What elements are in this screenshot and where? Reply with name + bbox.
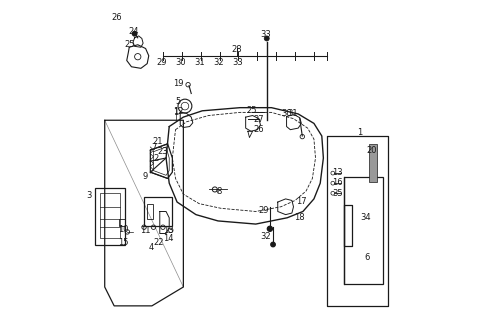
- Text: 23: 23: [157, 147, 168, 156]
- Text: 33: 33: [261, 30, 271, 39]
- Text: 13: 13: [332, 168, 343, 177]
- Text: 13: 13: [163, 227, 174, 235]
- Text: 29: 29: [157, 58, 167, 68]
- Text: 30: 30: [281, 109, 292, 118]
- Text: 24: 24: [129, 27, 139, 36]
- Bar: [369, 144, 377, 182]
- Text: 1: 1: [357, 128, 362, 137]
- Text: 26: 26: [253, 125, 264, 134]
- Text: 31: 31: [288, 109, 298, 118]
- Text: 29: 29: [258, 206, 269, 216]
- Text: 2: 2: [153, 155, 158, 163]
- Text: 26: 26: [111, 13, 122, 22]
- Bar: [344, 177, 383, 284]
- Text: 10: 10: [119, 225, 129, 234]
- Circle shape: [267, 226, 273, 231]
- Bar: [144, 197, 172, 226]
- Bar: [147, 204, 154, 219]
- Text: 12: 12: [173, 107, 183, 116]
- Bar: [119, 219, 125, 226]
- Bar: [100, 193, 120, 238]
- Circle shape: [271, 242, 275, 247]
- Text: 25: 25: [124, 40, 134, 49]
- Text: 6: 6: [365, 252, 370, 262]
- Text: 31: 31: [194, 58, 205, 68]
- Text: 25: 25: [247, 106, 257, 115]
- Text: 30: 30: [176, 58, 186, 68]
- Circle shape: [132, 32, 137, 36]
- Text: 8: 8: [216, 187, 222, 197]
- Text: 27: 27: [253, 115, 264, 124]
- Text: 9: 9: [143, 172, 148, 181]
- Circle shape: [264, 36, 269, 41]
- Text: 32: 32: [260, 232, 271, 240]
- Text: 28: 28: [231, 45, 242, 54]
- Text: 34: 34: [360, 213, 371, 222]
- Text: 21: 21: [152, 137, 163, 145]
- Text: 19: 19: [173, 79, 183, 88]
- Text: 17: 17: [296, 197, 307, 206]
- Text: 14: 14: [163, 234, 173, 243]
- Text: 20: 20: [367, 146, 377, 155]
- Text: 18: 18: [294, 213, 305, 222]
- Text: 4: 4: [149, 243, 154, 252]
- Text: 16: 16: [332, 178, 343, 187]
- Text: 33: 33: [232, 58, 243, 68]
- Text: 32: 32: [213, 58, 224, 68]
- Text: 22: 22: [153, 239, 164, 247]
- Text: 7: 7: [152, 143, 157, 152]
- Text: 15: 15: [118, 239, 128, 247]
- Text: 35: 35: [332, 189, 343, 198]
- Text: 3: 3: [86, 191, 92, 200]
- Text: 1: 1: [173, 108, 179, 117]
- Text: 11: 11: [140, 226, 151, 235]
- Bar: [95, 188, 125, 245]
- Text: 5: 5: [175, 98, 180, 106]
